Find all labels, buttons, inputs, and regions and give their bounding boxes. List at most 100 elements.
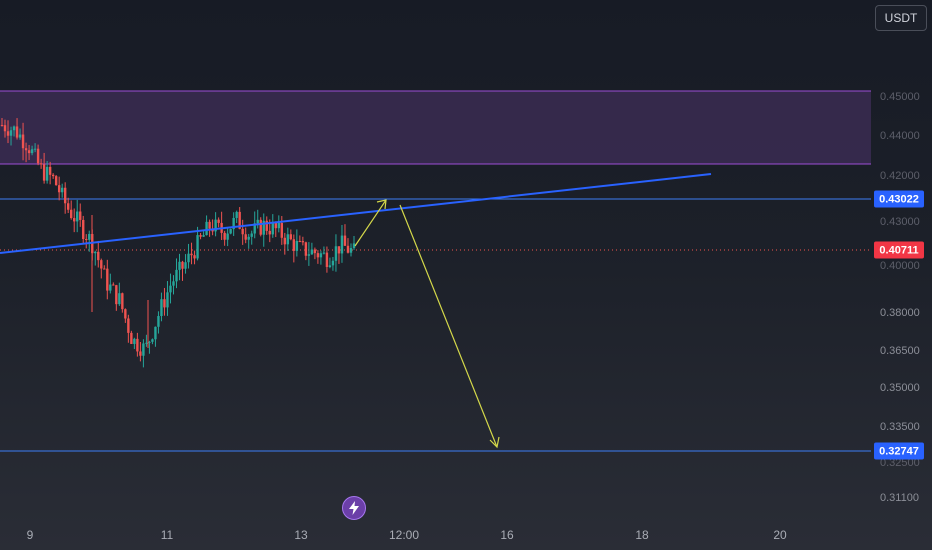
candle-body	[256, 219, 259, 224]
candle-body	[12, 126, 16, 131]
candle-body	[235, 211, 238, 218]
candle-body	[36, 148, 40, 164]
candle-body	[69, 209, 73, 219]
candle-body	[15, 126, 19, 138]
candle-body	[106, 268, 109, 291]
candle-body	[244, 234, 247, 240]
candle-body	[51, 174, 55, 177]
currency-label: USDT	[884, 11, 918, 25]
candle-body	[286, 234, 290, 245]
candle-body	[73, 218, 76, 222]
candle-body	[289, 234, 293, 240]
candle-body	[187, 253, 190, 263]
candle-body	[163, 299, 166, 308]
candle-body	[337, 246, 341, 254]
candle-body	[24, 148, 28, 151]
candle-body	[139, 351, 142, 356]
upper-level-badge: 0.43022	[874, 190, 924, 208]
candle-body	[57, 185, 61, 193]
candle-body	[76, 211, 79, 222]
candle-body	[154, 326, 157, 340]
candle-body	[268, 230, 271, 235]
currency-button[interactable]: USDT	[875, 5, 927, 31]
candle-body	[66, 203, 70, 210]
candle-body	[199, 235, 202, 237]
candle-body	[172, 281, 175, 286]
candle-body	[21, 134, 25, 149]
candle-body	[223, 232, 226, 240]
candle-body	[121, 293, 124, 310]
candle-body	[352, 243, 356, 249]
candle-body	[292, 239, 296, 251]
price-tick: 0.32500	[880, 457, 920, 469]
candle-body	[33, 148, 37, 150]
candle-body	[97, 251, 100, 261]
candle-body	[127, 318, 130, 333]
candle-body	[42, 164, 46, 181]
candle-body	[130, 332, 133, 344]
candle-body	[175, 269, 178, 282]
candle-body	[60, 187, 64, 193]
price-tick: 0.44000	[880, 130, 920, 142]
candle-body	[85, 239, 88, 241]
candle-body	[226, 233, 229, 240]
lightning-bolt-icon[interactable]	[342, 496, 366, 520]
candle-body	[169, 285, 172, 293]
candle-body	[328, 265, 332, 267]
candle-body	[27, 150, 31, 154]
candle-body	[82, 219, 85, 240]
price-tick: 0.38000	[880, 307, 920, 319]
candle-body	[202, 235, 205, 237]
candle-body	[325, 252, 329, 267]
time-tick: 16	[500, 528, 514, 542]
candle-body	[241, 228, 244, 235]
candle-body	[103, 268, 106, 270]
candle-body	[3, 125, 7, 132]
time-tick: 18	[635, 528, 649, 542]
candle-body	[160, 299, 163, 317]
candle-body	[115, 285, 118, 305]
price-tick: 0.31100	[880, 492, 919, 504]
candle-body	[319, 253, 323, 258]
price-tick: 0.43000	[880, 216, 920, 228]
candle-body	[112, 284, 115, 286]
candle-body	[181, 261, 184, 269]
time-tick: 13	[294, 528, 308, 542]
candle-body	[39, 163, 43, 165]
candle-body	[334, 246, 338, 261]
candle-body	[196, 235, 199, 259]
candle-body	[322, 252, 326, 254]
candle-body	[178, 261, 181, 270]
projection-arrow-up-head	[376, 199, 387, 210]
projection-arrow-down	[399, 204, 498, 448]
candle-body	[262, 220, 265, 235]
lower-level-badge: 0.32747	[874, 442, 924, 460]
candle-body	[238, 211, 241, 229]
projection-arrow-down-head	[489, 436, 500, 449]
time-tick: 20	[773, 528, 787, 542]
candle-body	[79, 211, 82, 220]
price-tick: 0.35000	[880, 382, 920, 394]
price-tick: 0.45000	[880, 91, 920, 103]
candle-body	[232, 217, 235, 230]
candle-body	[157, 316, 160, 327]
candle-body	[54, 176, 58, 186]
candle-body	[301, 241, 305, 243]
candle-body	[184, 262, 187, 269]
candle-body	[331, 260, 335, 266]
candle-body	[136, 338, 139, 352]
candle-body	[45, 166, 49, 181]
candle-body	[151, 339, 154, 342]
candle-body	[283, 237, 287, 245]
resistance-zone	[0, 91, 871, 164]
candle-body	[6, 131, 10, 136]
candle-body	[30, 149, 34, 154]
candle-body	[265, 220, 268, 231]
candle-body	[229, 229, 232, 234]
candle-body	[310, 249, 314, 255]
candle-body	[88, 233, 91, 240]
candle-body	[9, 130, 13, 136]
candle-body	[148, 341, 151, 343]
